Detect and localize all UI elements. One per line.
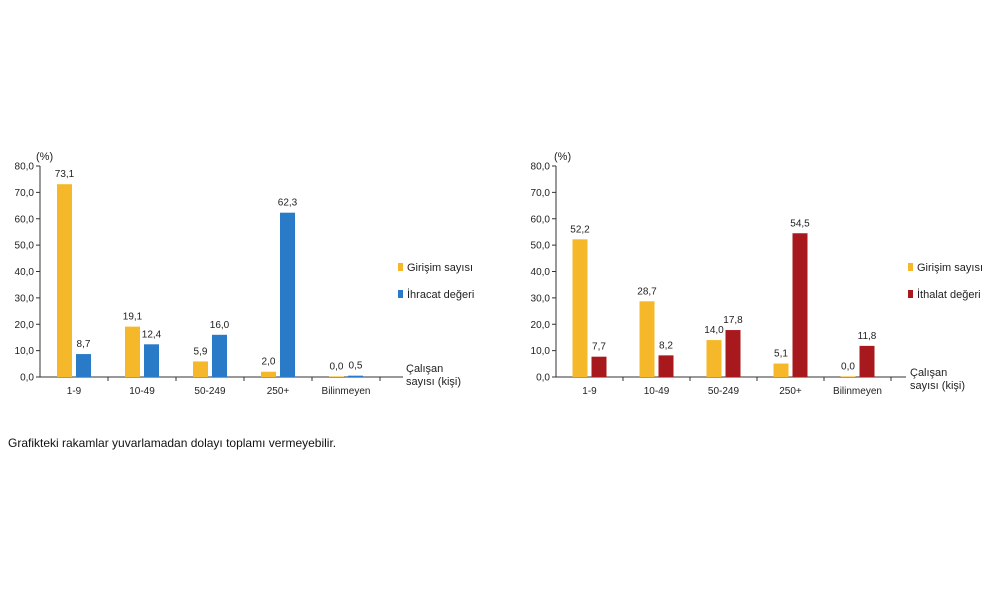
chart1-x-tick-label: Bilinmeyen [322,386,371,397]
chart2-bar-girisim [706,340,722,377]
chart1-unit-label: (%) [36,151,53,163]
chart1-y-tick-label: 40,0 [15,267,35,278]
chart2-bar-girisim [773,363,789,377]
chart2-bar-girisim [639,301,655,377]
chart2-bar-girisim [840,376,856,377]
chart2-y-tick-label: 10,0 [531,346,551,357]
chart1-data-label: 5,9 [194,346,208,357]
chart2-x-axis-title: sayısı (kişi) [910,380,965,392]
chart1-bar-girisim [193,361,208,377]
chart1-data-label: 0,5 [349,361,363,372]
chart2-data-label: 14,0 [704,325,724,336]
chart2-x-tick-label: 50-249 [708,386,740,397]
chart2-data-label: 17,8 [723,315,743,326]
chart2-x-axis-title: Çalışan [910,367,947,379]
chart2-y-tick-label: 70,0 [531,188,551,199]
chart2-data-label: 0,0 [841,361,855,372]
chart1-y-tick-label: 0,0 [20,373,34,384]
chart1-x-tick-label: 1-9 [67,386,82,397]
chart2-bar-trade [725,330,741,377]
chart1-bar-girisim [261,371,276,377]
chart1-y-tick-label: 20,0 [15,320,35,331]
chart1-data-label: 16,0 [210,320,230,331]
chart2-bar-trade [591,356,607,377]
chart1-data-label: 62,3 [278,198,298,209]
chart1-data-label: 19,1 [123,312,143,323]
chart1-x-axis-title: Çalışan [406,363,443,375]
chart2-x-tick-label: 250+ [779,386,802,397]
chart2-x-tick-label: 10-49 [644,386,670,397]
chart2-data-label: 28,7 [637,286,657,297]
chart1-legend-label: Girişim sayısı [407,262,473,274]
chart2-legend-label: Girişim sayısı [917,262,983,274]
chart1-bar-trade [144,344,159,377]
chart2-y-tick-label: 60,0 [531,214,551,225]
chart1-bar-trade [212,334,227,377]
chart2-data-label: 11,8 [858,331,877,342]
chart2-legend-swatch [908,290,913,298]
chart1-y-tick-label: 80,0 [15,162,35,173]
chart1-x-tick-label: 10-49 [129,386,155,397]
chart1-data-label: 0,0 [330,361,344,372]
chart2-y-tick-label: 30,0 [531,293,551,304]
chart1-bar-girisim [329,376,344,377]
chart1-x-tick-label: 250+ [267,386,290,397]
chart2-legend-swatch [908,263,913,271]
chart1-y-tick-label: 50,0 [15,241,35,252]
chart1-bar-trade [348,375,363,377]
chart2-data-label: 8,2 [659,340,673,351]
chart1-bar-girisim [57,184,72,377]
chart2-bar-trade [792,233,808,377]
chart2-x-tick-label: Bilinmeyen [833,386,882,397]
footnote: Grafikteki rakamlar yuvarlamadan dolayı … [8,436,337,450]
chart2-data-label: 52,2 [570,224,590,235]
chart2-data-label: 54,5 [790,218,810,229]
chart2-y-tick-label: 0,0 [536,373,550,384]
chart2-legend-label: İthalat değeri [917,288,981,301]
chart1-data-label: 12,4 [142,329,162,340]
chart1-legend-label: İhracat değeri [407,288,474,301]
chart1-bar-girisim [125,326,140,377]
chart1-bar-trade [280,212,295,377]
chart2-x-tick-label: 1-9 [582,386,597,397]
chart1-data-label: 73,1 [55,169,75,180]
chart2-y-tick-label: 50,0 [531,241,551,252]
chart1-x-tick-label: 50-249 [194,386,226,397]
chart1-data-label: 8,7 [77,339,91,350]
chart1-y-tick-label: 60,0 [15,214,35,225]
chart1-x-axis-title: sayısı (kişi) [406,376,461,388]
chart1-y-tick-label: 10,0 [15,346,35,357]
chart1-y-tick-label: 70,0 [15,188,35,199]
chart1-data-label: 2,0 [262,357,276,368]
chart2-bar-trade [658,355,674,377]
chart1-bar-trade [76,354,91,377]
chart2-y-tick-label: 20,0 [531,320,551,331]
chart2-bar-girisim [572,239,588,377]
chart1-legend-swatch [398,263,403,271]
chart1-legend-swatch [398,290,403,298]
chart1-y-tick-label: 30,0 [15,293,35,304]
chart2-data-label: 7,7 [592,342,606,353]
chart2-y-tick-label: 40,0 [531,267,551,278]
chart2-unit-label: (%) [554,151,571,163]
chart2-y-tick-label: 80,0 [531,162,551,173]
chart2-data-label: 5,1 [774,349,788,360]
chart2-bar-trade [859,345,875,377]
